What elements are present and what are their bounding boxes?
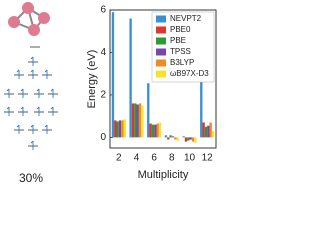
bar	[204, 126, 208, 138]
bar	[114, 120, 117, 138]
bar	[164, 135, 168, 138]
molecule	[8, 2, 50, 36]
y-tick-label: 4	[100, 47, 106, 58]
legend-swatch	[156, 37, 166, 45]
bar	[156, 123, 159, 138]
legend-label: ωB97X-D3	[170, 69, 209, 78]
plot-frame	[109, 9, 217, 149]
bar	[116, 121, 119, 138]
x-tick-label: 2	[116, 153, 122, 164]
x-axis-label: Multiplicity	[138, 169, 189, 181]
legend-swatch	[156, 70, 166, 78]
bar	[169, 135, 172, 138]
bar	[154, 124, 157, 138]
bar	[167, 137, 170, 140]
orbital-diagram	[4, 46, 58, 150]
bar	[202, 122, 205, 138]
bar	[131, 103, 135, 138]
legend-swatch	[156, 59, 166, 67]
legend-swatch	[156, 48, 166, 56]
x-tick-label: 12	[202, 153, 214, 164]
y-axis-label: Energy (eV)	[86, 50, 98, 109]
bar	[158, 122, 162, 138]
legend-label: PBE0	[170, 25, 191, 34]
y-tick-label: 6	[100, 5, 106, 16]
bar	[134, 103, 137, 138]
bar	[136, 104, 139, 138]
bar	[123, 119, 126, 138]
bar	[174, 137, 177, 140]
legend-swatch	[156, 15, 166, 23]
bar	[207, 125, 210, 138]
legend-label: B3LYP	[170, 58, 194, 67]
bar	[194, 137, 197, 143]
bar	[141, 105, 144, 138]
legend-swatch	[156, 26, 166, 34]
bar	[129, 18, 132, 138]
x-tick-label: 4	[134, 153, 140, 164]
bar	[191, 137, 195, 142]
bar	[176, 137, 179, 141]
bar	[184, 137, 188, 142]
bar	[121, 120, 124, 138]
bar	[189, 137, 192, 140]
bar	[118, 120, 122, 138]
bar	[138, 103, 142, 138]
x-tick-label: 10	[184, 153, 196, 164]
bar	[171, 136, 175, 138]
legend-box	[151, 11, 215, 83]
legend-label: PBE	[170, 36, 186, 45]
x-tick-label: 6	[151, 153, 157, 164]
bar	[211, 131, 215, 138]
bar	[200, 80, 203, 138]
legend-label: NEVPT2	[170, 14, 202, 23]
y-tick-label: 0	[100, 132, 106, 143]
y-tick-label: 2	[100, 90, 106, 101]
bar	[151, 124, 155, 138]
x-tick-label: 8	[169, 153, 175, 164]
bar	[209, 122, 212, 138]
bar	[147, 83, 150, 138]
side-label: 30%	[19, 171, 43, 185]
bar	[111, 12, 115, 138]
bar	[149, 123, 152, 138]
legend-label: TPSS	[170, 47, 191, 56]
bar	[187, 137, 190, 141]
bar	[182, 136, 185, 138]
